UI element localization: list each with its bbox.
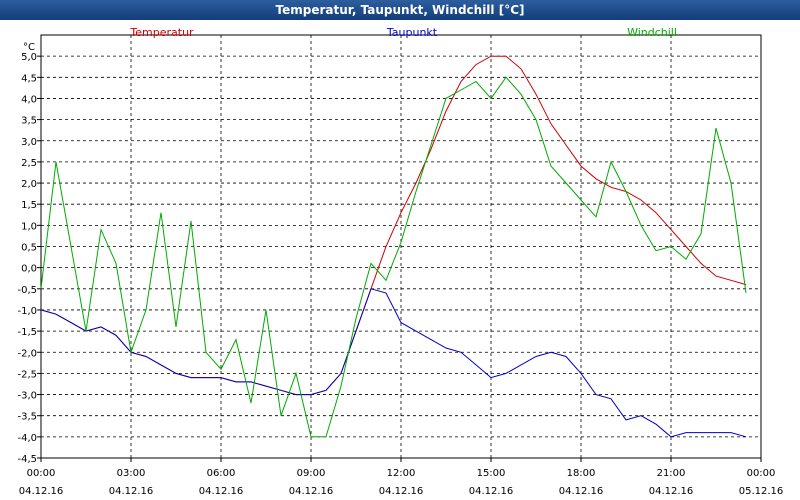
y-tick-label: 3,0 — [21, 137, 37, 148]
y-tick-label: -3,0 — [17, 391, 37, 402]
y-tick-label: 4,5 — [21, 73, 37, 84]
y-tick-label: 0,0 — [21, 264, 37, 275]
x-tick-time: 06:00 — [207, 468, 236, 479]
legend: Temperatur Taupunkt Windchill — [129, 26, 677, 39]
x-tick-date: 04.12.16 — [19, 486, 64, 497]
series-lines — [40, 55, 747, 438]
x-tick-date: 05.12.16 — [739, 486, 784, 497]
y-tick-label: 4,0 — [21, 94, 37, 105]
x-tick-date: 04.12.16 — [649, 486, 694, 497]
x-tick-date: 04.12.16 — [469, 486, 514, 497]
y-tick-label: 3,5 — [21, 116, 37, 127]
y-tick-label: -1,0 — [17, 306, 37, 317]
chart-title: Temperatur, Taupunkt, Windchill [°C] — [0, 0, 800, 20]
y-tick-label: 2,0 — [21, 179, 37, 190]
y-tick-label: 1,5 — [21, 200, 37, 211]
y-tick-label: -1,5 — [17, 327, 37, 338]
x-tick-time: 09:00 — [297, 468, 326, 479]
x-tick-time: 03:00 — [117, 468, 146, 479]
y-tick-label: -2,5 — [17, 369, 37, 380]
y-tick-label: 0,5 — [21, 243, 37, 254]
y-axis-unit: °C — [23, 42, 35, 53]
line-chart: 5,0 4,5 4,0 3,5 3,0 2,5 2,0 1,5 1,0 0,5 0,0 -0,5 -1,… — [17, 26, 784, 497]
series-line-taupunkt — [40, 288, 747, 438]
y-tick-label: -2,0 — [17, 348, 37, 359]
legend-windchill: Windchill — [627, 26, 677, 39]
y-tick-label: -4,0 — [17, 433, 37, 444]
x-tick-time: 21:00 — [657, 468, 686, 479]
series-line-windchill — [40, 76, 747, 438]
x-tick-time: 00:00 — [27, 468, 56, 479]
y-tick-label: 1,0 — [21, 221, 37, 232]
x-tick-date: 04.12.16 — [289, 486, 334, 497]
x-tick-date: 04.12.16 — [109, 486, 154, 497]
y-tick-label: -3,5 — [17, 412, 37, 423]
y-tick-label: 5,0 — [21, 52, 37, 63]
x-tick-date: 04.12.16 — [199, 486, 244, 497]
y-axis: 5,0 4,5 4,0 3,5 3,0 2,5 2,0 1,5 1,0 0,5 0,0 -0,5 -1,… — [17, 52, 37, 465]
y-tick-label: -4,5 — [17, 454, 37, 465]
y-tick-label: 2,5 — [21, 158, 37, 169]
x-tick-date: 04.12.16 — [379, 486, 424, 497]
y-tick-label: -0,5 — [17, 285, 37, 296]
x-tick-time: 18:00 — [567, 468, 596, 479]
x-axis: 00:00 04.12.16 03:00 04.12.16 06:00 04.12.16 0… — [19, 468, 784, 497]
grid — [37, 35, 762, 462]
legend-temperatur: Temperatur — [129, 26, 194, 39]
legend-taupunkt: Taupunkt — [386, 26, 438, 39]
x-tick-date: 04.12.16 — [559, 486, 604, 497]
x-tick-time: 12:00 — [387, 468, 416, 479]
x-tick-time: 00:00 — [747, 468, 776, 479]
x-tick-time: 15:00 — [477, 468, 506, 479]
